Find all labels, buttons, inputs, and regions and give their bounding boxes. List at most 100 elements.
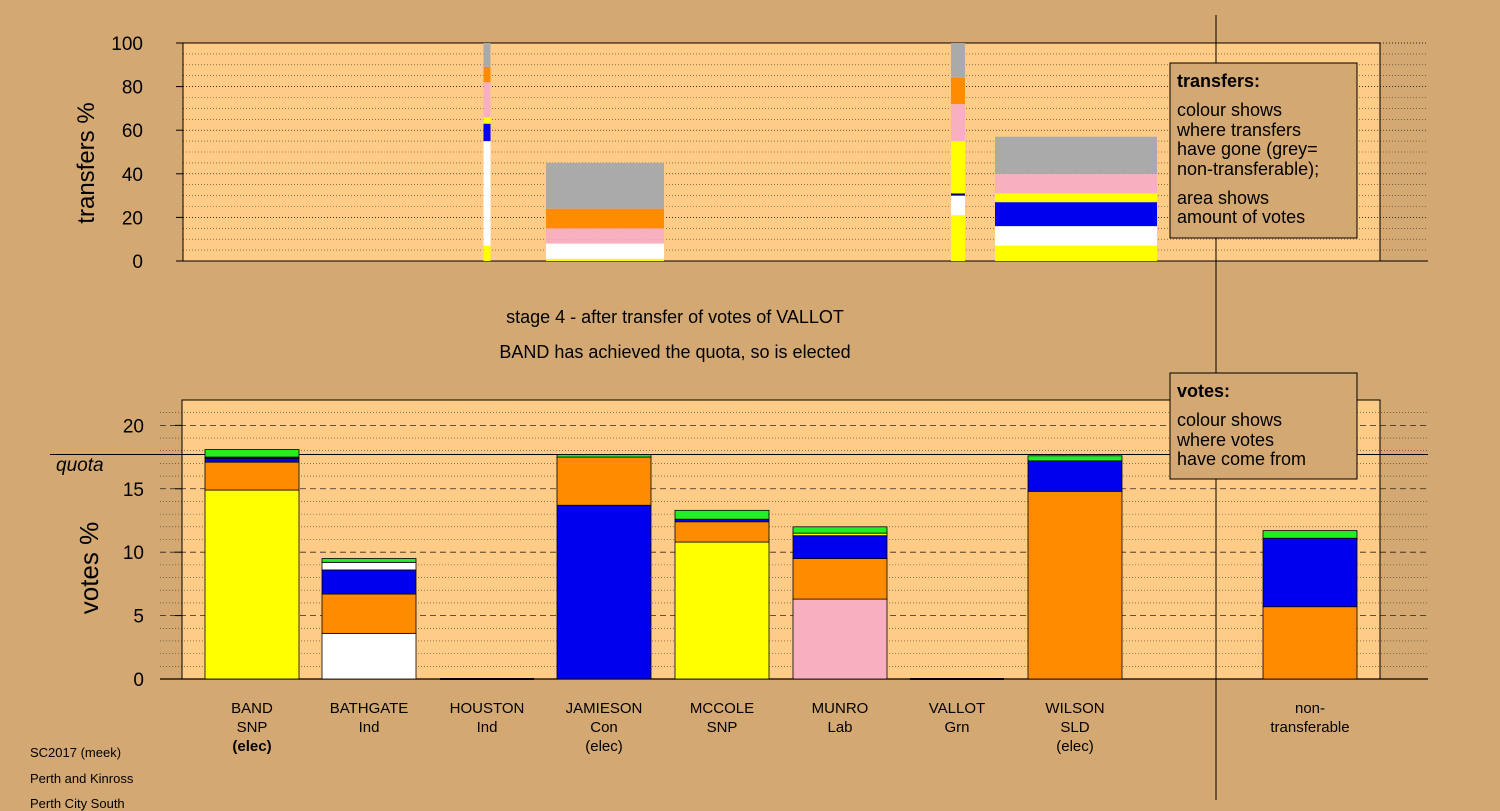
transfers-legend-line: colour shows [1177,100,1282,120]
transfer-segment-vallot [951,195,965,216]
transfers-tick-label: 100 [111,34,143,55]
vote-segment-band [204,461,300,491]
vote-segment-bathgate [321,558,417,563]
quota-label: quota [56,455,104,476]
transfer-segment-vallot [951,193,965,196]
vote-segment-non-transferable [1262,537,1358,608]
candidate-labels: BAND SNP (elec) BATHGATE Ind HOUSTON Ind JAMIES… [231,700,1349,755]
candidate-label: SLD [1060,719,1089,736]
vote-segment-mccole [674,521,770,543]
transfer-segment-wilson [995,245,1157,261]
transfers-axis-label: transfers % [73,102,100,223]
votes-legend-line: colour shows [1177,410,1282,430]
vote-segment-wilson [1027,460,1123,492]
vote-segment-jamieson [556,454,652,458]
candidate-label: non- [1295,700,1325,717]
transfers-tick-label: 40 [122,165,143,186]
candidate-label: Ind [359,719,380,736]
candidate-label: MUNRO [812,700,869,717]
candidate-label: SNP [707,719,738,736]
vote-segment-jamieson [556,504,652,680]
candidate-label: WILSON [1045,700,1104,717]
candidate-label: transferable [1270,719,1349,736]
vote-segment-band [204,449,300,458]
transfers-tick-label: 20 [122,208,143,229]
vote-segment-mccole [674,541,770,680]
transfer-segment-houston [483,66,491,83]
transfer-segment-vallot [951,104,965,142]
transfers-legend-line: area shows [1177,188,1269,208]
vote-segment-wilson [1027,490,1123,680]
candidate-label: JAMIESON [566,700,643,717]
vote-segment-bathgate [321,561,417,571]
vote-segment-munro [792,598,888,680]
vote-segment-non-transferable [1262,606,1358,680]
transfer-segment-jamieson [546,258,664,261]
transfers-legend-line: have gone (grey= [1177,139,1318,159]
candidate-label: HOUSTON [450,700,525,717]
votes-tick-label: 10 [123,543,144,564]
transfers-legend-line: amount of votes [1177,207,1305,227]
transfers-legend-line: non-transferable); [1177,159,1319,179]
vote-segment-band [204,457,300,463]
transfer-segment-vallot [951,141,965,194]
transfer-segment-houston [483,117,491,124]
votes-tick-label: 15 [123,480,144,501]
transfer-segment-houston [483,43,491,67]
transfer-segment-jamieson [546,243,664,259]
votes-legend-line: have come from [1177,449,1306,469]
votes-axis-label: votes % [74,522,104,615]
transfer-segment-wilson [995,226,1157,246]
votes-legend-box [1169,372,1358,480]
vote-segment-munro [792,535,888,559]
vote-segment-munro [792,526,888,534]
transfer-segment-houston [483,245,491,261]
transfer-segment-houston [483,123,491,142]
candidate-label: SNP [237,719,268,736]
transfer-segment-jamieson [546,162,664,209]
vote-segment-bathgate [321,569,417,595]
footer-election: SC2017 (meek) [30,745,122,760]
transfers-tick-label: 0 [132,252,143,273]
votes-tick-label: 20 [123,416,144,437]
transfers-legend-title: transfers: [1177,71,1260,91]
vote-segment-band [204,489,300,680]
transfers-tick-label: 80 [122,78,143,99]
candidate-label: (elec) [232,738,271,755]
transfers-legend: transfers: colour shows where transfers … [1169,62,1358,239]
transfer-segment-wilson [995,136,1157,174]
candidate-label: Lab [827,719,852,736]
transfers-legend-box [1169,62,1358,239]
transfer-segment-jamieson [546,228,664,240]
vote-segment-munro [792,558,888,600]
vote-segment-jamieson [556,456,652,506]
transfer-segment-jamieson [546,239,664,244]
votes-legend-line: where votes [1176,430,1274,450]
stage-title: stage 4 - after transfer of votes of VAL… [506,307,844,327]
vote-segment-bathgate [321,593,417,634]
transfer-segment-wilson [995,202,1157,227]
votes-panel: 0 5 10 15 20 [50,399,1428,691]
candidate-label: VALLOT [929,700,985,717]
transfer-segment-vallot [951,43,965,78]
transfer-segment-vallot [951,77,965,105]
footer-council: Perth and Kinross [30,771,134,786]
votes-legend: votes: colour shows where votes have com… [1169,372,1358,480]
transfer-segment-jamieson [546,208,664,229]
transfer-segment-wilson [995,193,1157,203]
votes-tick-label: 0 [133,670,144,691]
vote-segment-non-transferable [1262,530,1358,539]
transfers-legend-line: where transfers [1176,120,1301,140]
transfers-tick-label: 60 [122,121,143,142]
candidate-label: (elec) [1056,738,1094,755]
transfer-segment-vallot [951,215,965,261]
candidate-label: MCCOLE [690,700,754,717]
transfer-segment-houston [483,82,491,118]
transfer-segment-houston [483,141,491,246]
votes-tick-label: 5 [133,607,144,628]
candidate-label: Grn [944,719,969,736]
vote-segment-bathgate [321,632,417,680]
candidate-label: Con [590,719,618,736]
vote-segment-mccole [674,509,770,520]
